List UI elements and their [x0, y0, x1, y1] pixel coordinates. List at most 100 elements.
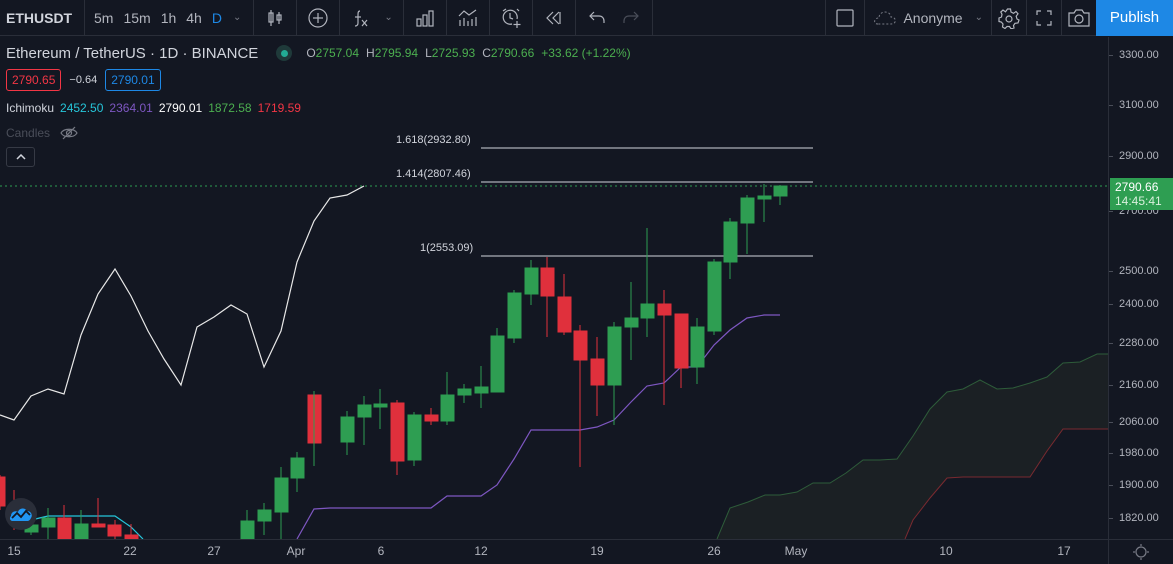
price-tick: 2160.00 — [1109, 379, 1159, 391]
price-chart-svg — [0, 147, 1108, 539]
spread-value: −0.64 — [69, 74, 98, 86]
time-tick: 27 — [207, 544, 221, 558]
close-label: C — [482, 46, 491, 60]
senkou-span-a — [716, 353, 1108, 539]
top-toolbar: ETHUSDT 5m 15m 1h 4h D ⌄ ⌄ — [0, 0, 1173, 36]
candle-style-icon[interactable] — [258, 0, 292, 36]
price-tick: 1980.00 — [1109, 447, 1159, 459]
price-tick: 2280.00 — [1109, 337, 1159, 349]
alert-icon[interactable] — [494, 0, 528, 36]
eye-hidden-icon[interactable] — [60, 126, 78, 140]
interval-1d[interactable]: D — [211, 9, 222, 26]
time-tick: 15 — [7, 544, 21, 558]
publish-button[interactable]: Publish — [1096, 0, 1173, 36]
fib-label-1: 1(2553.09) — [420, 242, 474, 254]
chikou-span — [0, 185, 365, 421]
sell-price-button[interactable]: 2790.65 — [6, 69, 62, 91]
interval-15m[interactable]: 15m — [123, 9, 151, 26]
time-tick: 6 — [377, 544, 385, 558]
time-tick: 26 — [707, 544, 721, 558]
time-tick: 12 — [474, 544, 488, 558]
bar-countdown: 14:45:41 — [1115, 194, 1162, 208]
camera-icon[interactable] — [1062, 0, 1096, 36]
time-tick: 19 — [590, 544, 604, 558]
price-tick: 2900.00 — [1109, 150, 1159, 162]
cloud-icon — [874, 10, 897, 24]
interval-dropdown-chevron-icon[interactable]: ⌄ — [232, 12, 242, 23]
settings-group — [992, 0, 1027, 36]
ichimoku-cloud — [717, 354, 1108, 539]
replay-icon[interactable] — [537, 0, 571, 36]
ichimoku-lead-b: 1719.59 — [257, 101, 301, 115]
symbol-description: Ethereum / TetherUS · 1D · BINANCE — [6, 44, 259, 62]
financials-icon[interactable] — [408, 0, 442, 36]
price-tick: 2500.00 — [1109, 265, 1159, 277]
symbol-label: ETHUSDT — [6, 9, 73, 26]
layout-dropdown-chevron-icon[interactable]: ⌄ — [974, 12, 983, 23]
time-tick: 10 — [939, 544, 953, 558]
indicators-icon[interactable] — [344, 0, 378, 36]
senkou-span-b — [904, 428, 1108, 539]
redo-icon[interactable] — [614, 0, 648, 36]
interval-1h[interactable]: 1h — [160, 9, 177, 26]
collapse-legend-button[interactable] — [6, 147, 35, 167]
templates-icon[interactable] — [451, 0, 485, 36]
tradingview-logo[interactable] — [5, 498, 37, 530]
time-tick: 22 — [123, 544, 137, 558]
chart-pane[interactable] — [0, 37, 1108, 539]
price-tick: 3100.00 — [1109, 99, 1159, 111]
ichimoku-label: Ichimoku — [6, 101, 55, 115]
symbol-search-button[interactable]: ETHUSDT — [0, 0, 85, 36]
undo-redo-group — [576, 0, 653, 36]
low-label: L — [425, 46, 432, 60]
price-tick: 1820.00 — [1109, 512, 1159, 524]
toolbar-spacer — [653, 0, 827, 36]
kijun-line — [296, 314, 780, 539]
layout-square-icon[interactable] — [834, 0, 856, 36]
change-value: +33.62 (+1.22%) — [541, 46, 631, 60]
fib-label-1618: 1.618(2932.80) — [396, 134, 471, 146]
candles-legend[interactable]: Candles — [6, 126, 78, 140]
low-value: 2725.93 — [431, 46, 476, 60]
fib-label-1414: 1.414(2807.46) — [396, 168, 471, 180]
price-tick: 3300.00 — [1109, 49, 1159, 61]
alert-group — [490, 0, 533, 36]
ohlc-values: O2757.04 H2795.94 L2725.93 C2790.66 +33.… — [306, 46, 630, 60]
gear-icon[interactable] — [992, 0, 1026, 36]
add-compare-icon[interactable] — [301, 0, 335, 36]
undo-icon[interactable] — [580, 0, 614, 36]
indicators-group: ⌄ — [340, 0, 404, 36]
close-value: 2790.66 — [490, 46, 535, 60]
time-axis[interactable]: 15 22 27 Apr 6 12 19 26 May 10 17 — [0, 539, 1108, 564]
cloud-chart-logo-icon — [9, 508, 32, 521]
sun-settings-icon — [1133, 544, 1149, 560]
ichimoku-lead-a: 1872.58 — [208, 101, 252, 115]
price-tick: 2060.00 — [1109, 416, 1159, 428]
price-tick: 2400.00 — [1109, 298, 1159, 310]
candles — [0, 184, 788, 539]
candles-label: Candles — [6, 126, 51, 140]
chevron-up-icon — [15, 154, 26, 160]
templates-group — [447, 0, 490, 36]
price-tick: 1900.00 — [1109, 479, 1159, 491]
ichimoku-lagging: 2790.01 — [158, 101, 203, 115]
financials-group — [404, 0, 447, 36]
snapshot-group — [1062, 0, 1096, 36]
last-price-value: 2790.66 — [1115, 180, 1159, 194]
interval-4h[interactable]: 4h — [186, 9, 202, 26]
high-label: H — [366, 46, 375, 60]
bid-ask-row: 2790.65 −0.64 2790.01 — [6, 69, 161, 91]
high-value: 2795.94 — [374, 46, 419, 60]
publish-label: Publish — [1109, 9, 1160, 26]
fullscreen-icon[interactable] — [1027, 0, 1061, 36]
price-axis[interactable]: 3300.00 3100.00 2900.00 2700.00 2500.00 … — [1108, 37, 1173, 539]
save-layout-button[interactable]: Anonyme ⌄ — [865, 0, 992, 36]
interval-5m[interactable]: 5m — [94, 9, 114, 26]
compare-group — [297, 0, 341, 36]
market-status-icon[interactable] — [276, 45, 293, 61]
layout-name: Anonyme — [903, 9, 963, 26]
indicators-dropdown-chevron-icon[interactable]: ⌄ — [384, 12, 393, 23]
chart-settings-button[interactable] — [1108, 539, 1173, 564]
ichimoku-legend[interactable]: Ichimoku 2452.50 2364.01 2790.01 1872.58… — [6, 101, 301, 115]
buy-price-button[interactable]: 2790.01 — [105, 69, 161, 91]
